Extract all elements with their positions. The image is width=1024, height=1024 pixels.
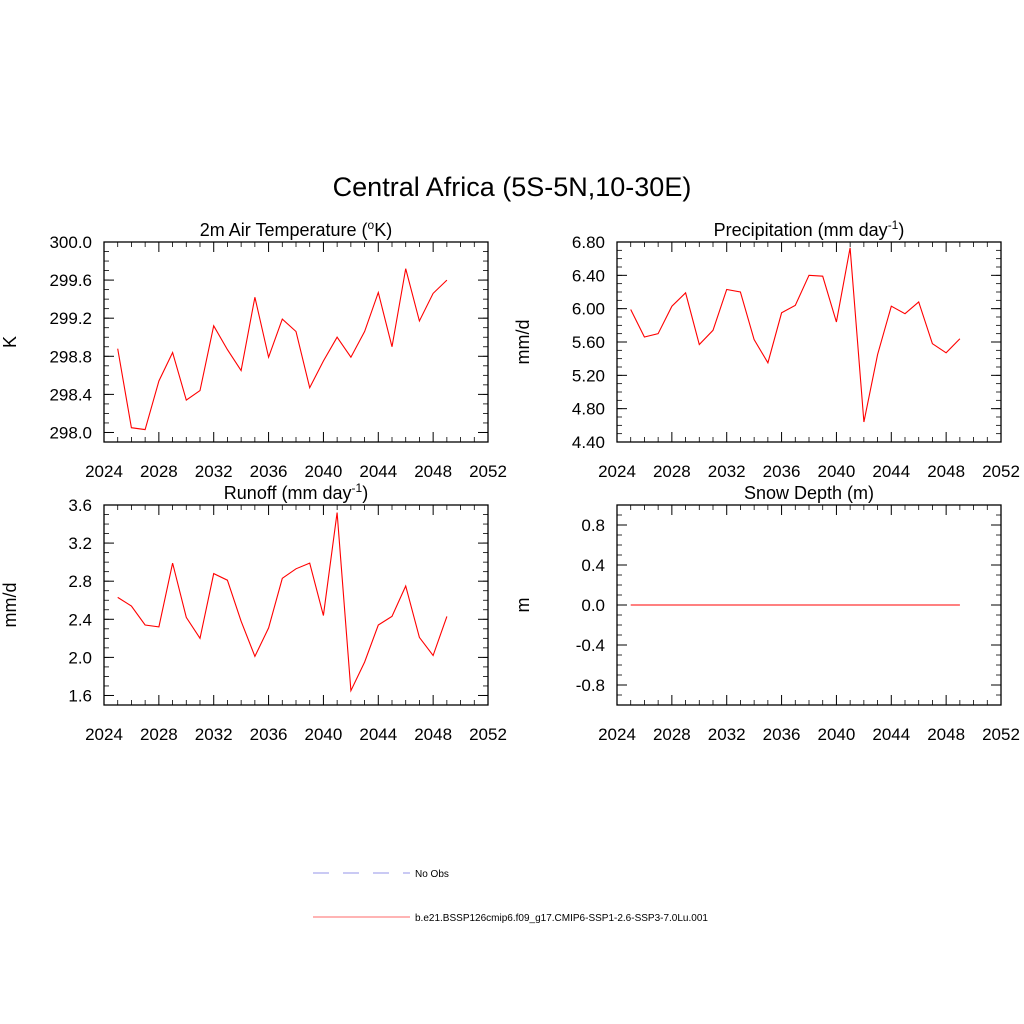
- x-tick-label: 2040: [305, 462, 343, 481]
- x-tick-label: 2048: [927, 462, 965, 481]
- x-tick-label: 2024: [598, 725, 636, 744]
- y-tick-label: 5.20: [572, 366, 605, 385]
- x-tick-label: 2024: [598, 462, 636, 481]
- x-tick-label: 2036: [250, 462, 288, 481]
- y-axis-label: mm/d: [513, 320, 533, 365]
- series-line: [117, 268, 448, 431]
- y-tick-label: 299.2: [49, 309, 92, 328]
- y-tick-label: 2.8: [68, 572, 92, 591]
- panel-title: 2m Air Temperature (oK): [200, 218, 392, 240]
- y-tick-label: 298.4: [49, 385, 92, 404]
- x-tick-label: 2044: [359, 725, 397, 744]
- y-tick-label: 6.00: [572, 300, 605, 319]
- y-tick-label: 3.6: [68, 496, 92, 515]
- x-tick-label: 2032: [708, 462, 746, 481]
- x-tick-label: 2052: [469, 462, 507, 481]
- x-tick-label: 2048: [927, 725, 965, 744]
- x-tick-label: 2040: [818, 462, 856, 481]
- panel-title: Snow Depth (m): [744, 483, 874, 503]
- plot-frame: [103, 504, 489, 706]
- x-tick-label: 2024: [85, 462, 123, 481]
- figure-title: Central Africa (5S-5N,10-30E): [333, 172, 692, 202]
- x-tick-label: 2044: [872, 462, 910, 481]
- y-tick-label: 298.0: [49, 423, 92, 442]
- x-tick-label: 2044: [872, 725, 910, 744]
- legend-label: b.e21.BSSP126cmip6.f09_g17.CMIP6-SSP1-2.…: [415, 913, 708, 924]
- panel-title: Precipitation (mm day-1): [714, 218, 905, 240]
- x-tick-label: 2052: [469, 725, 507, 744]
- panel-3: 2024 2028 2032 2036 2040 2044 2048 2052 1.6 2.0 2.…: [0, 481, 507, 744]
- panel-1: 2024 2028 2032 2036 2040 2044 2048 2052 298.0 298…: [0, 218, 507, 481]
- y-axis-label: K: [0, 336, 20, 348]
- x-tick-label: 2028: [140, 462, 178, 481]
- y-tick-label: -0.8: [576, 676, 605, 695]
- y-tick-label: 2.4: [68, 610, 92, 629]
- x-tick-label: 2036: [763, 462, 801, 481]
- y-tick-label: 299.6: [49, 271, 92, 290]
- plot-frame: [103, 241, 489, 443]
- x-tick-label: 2044: [359, 462, 397, 481]
- y-tick-label: 298.8: [49, 347, 92, 366]
- y-tick-label: 1.6: [68, 686, 92, 705]
- y-tick-label: -0.4: [576, 636, 605, 655]
- x-tick-label: 2032: [708, 725, 746, 744]
- x-tick-label: 2052: [982, 462, 1020, 481]
- legend: No Obs b.e21.BSSP126cmip6.f09_g17.CMIP6-S…: [313, 869, 708, 924]
- panel-2: 2024 2028 2032 2036 2040 2044 2048 2052 4.40 4.80…: [513, 218, 1020, 481]
- y-axis-label: mm/d: [0, 583, 20, 628]
- y-tick-label: 6.40: [572, 266, 605, 285]
- series-line: [117, 512, 448, 693]
- y-tick-label: 6.80: [572, 233, 605, 252]
- y-tick-label: 4.40: [572, 433, 605, 452]
- x-tick-label: 2028: [653, 462, 691, 481]
- x-tick-label: 2048: [414, 462, 452, 481]
- panel-4: 2024 2028 2032 2036 2040 2044 2048 2052 -0.8 -0.4…: [513, 483, 1020, 744]
- x-tick-label: 2032: [195, 725, 233, 744]
- x-tick-label: 2052: [982, 725, 1020, 744]
- x-tick-label: 2028: [653, 725, 691, 744]
- series-line: [630, 247, 961, 423]
- x-tick-label: 2028: [140, 725, 178, 744]
- y-tick-label: 0.4: [581, 556, 605, 575]
- x-tick-label: 2036: [250, 725, 288, 744]
- y-tick-label: 2.0: [68, 648, 92, 667]
- y-tick-label: 0.0: [581, 596, 605, 615]
- y-tick-label: 300.0: [49, 233, 92, 252]
- legend-label: No Obs: [415, 869, 449, 880]
- panel-title: Runoff (mm day-1): [224, 481, 368, 503]
- y-tick-label: 5.60: [572, 333, 605, 352]
- y-tick-label: 4.80: [572, 400, 605, 419]
- x-tick-label: 2024: [85, 725, 123, 744]
- x-tick-label: 2036: [763, 725, 801, 744]
- x-tick-label: 2048: [414, 725, 452, 744]
- y-tick-label: 0.8: [581, 516, 605, 535]
- y-tick-label: 3.2: [68, 534, 92, 553]
- x-tick-label: 2040: [305, 725, 343, 744]
- plot-frame: [616, 241, 1002, 443]
- panels: 2024 2028 2032 2036 2040 2044 2048 2052 298.0 298…: [0, 218, 1020, 744]
- x-tick-label: 2040: [818, 725, 856, 744]
- y-axis-label: m: [513, 598, 533, 613]
- x-tick-label: 2032: [195, 462, 233, 481]
